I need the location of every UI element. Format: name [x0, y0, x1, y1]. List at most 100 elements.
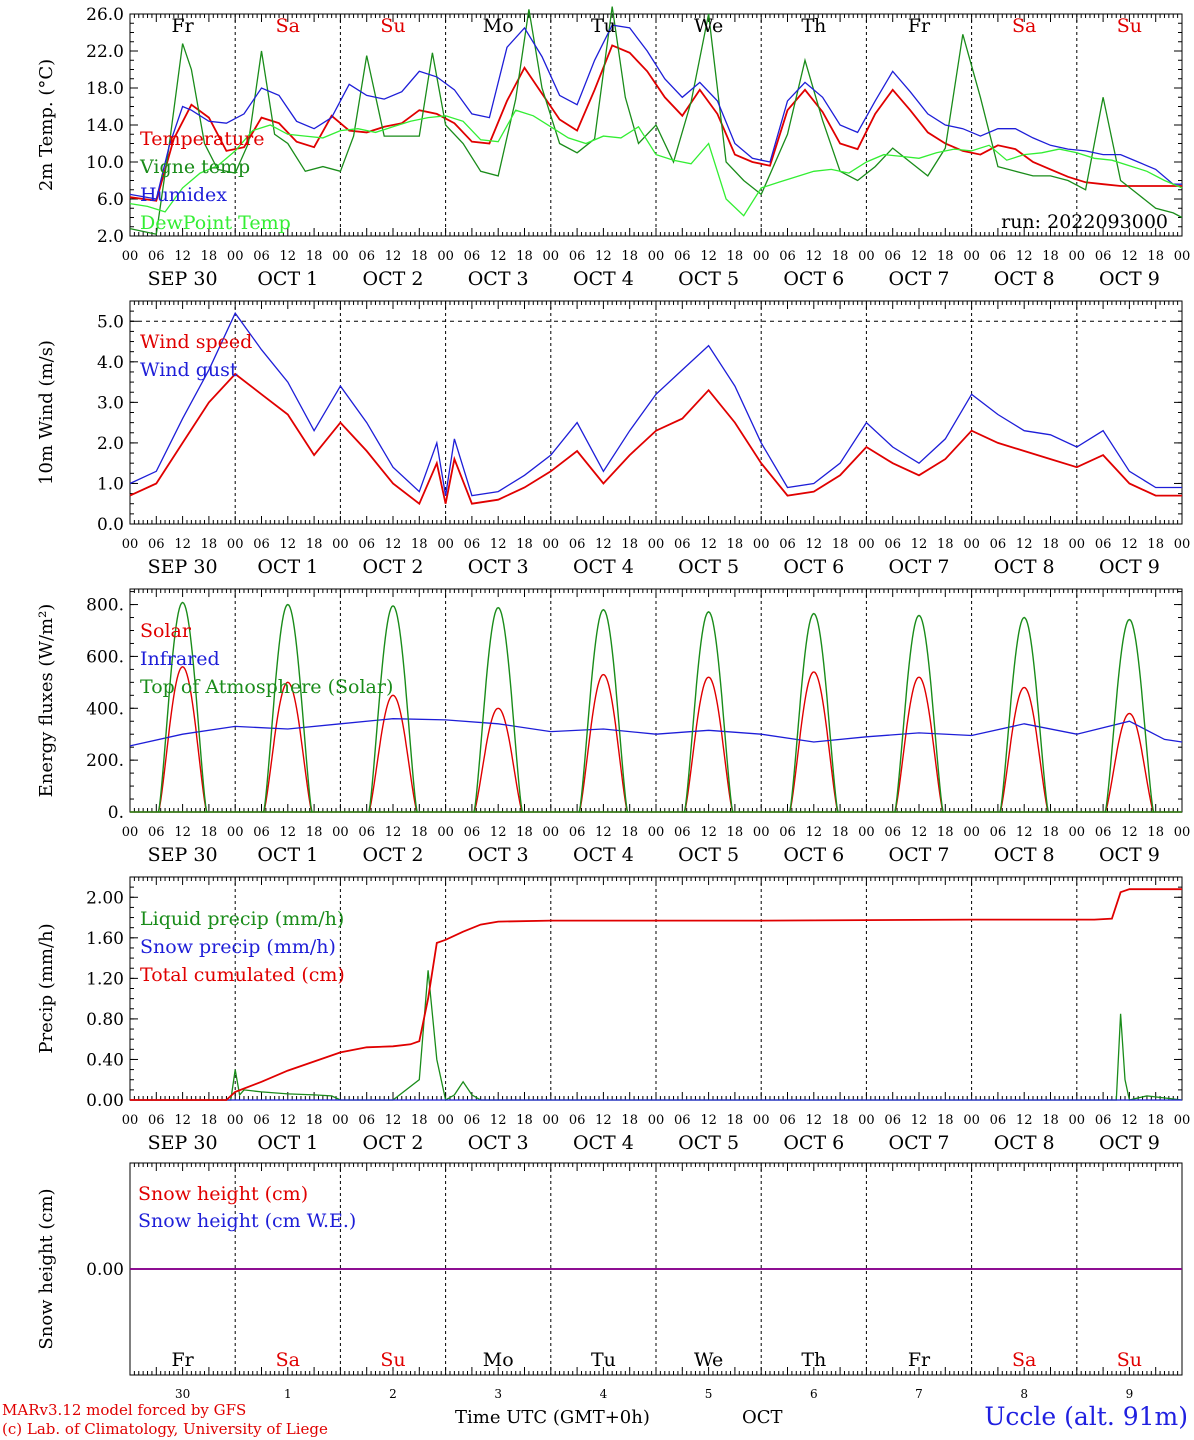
date-label: OCT 7	[889, 844, 950, 866]
series-lightgreen-line	[129, 109, 1183, 217]
hour-tick-label: 12	[280, 825, 297, 840]
hour-tick-label: 00	[437, 249, 454, 264]
hour-tick-label: 12	[1016, 1113, 1033, 1128]
hour-tick-label: 00	[122, 825, 139, 840]
hour-tick-label: 12	[806, 537, 823, 552]
day-number-label: 7	[915, 1387, 923, 1401]
date-label: SEP 30	[148, 844, 218, 866]
date-label: OCT 3	[468, 844, 529, 866]
hour-tick-label: 06	[1095, 537, 1112, 552]
series-green-day	[368, 605, 418, 813]
series-red-day	[894, 676, 944, 813]
day-of-week-label: Su	[1117, 15, 1142, 37]
hour-tick-label: 00	[332, 249, 349, 264]
date-label: OCT 5	[678, 268, 739, 290]
date-label: OCT 2	[363, 844, 424, 866]
day-number-label: 3	[494, 1387, 502, 1401]
legend-entry: Solar	[140, 620, 192, 642]
date-label: OCT 6	[783, 556, 844, 578]
legend-entry: DewPoint Temp	[140, 212, 291, 234]
series-green-line	[130, 970, 1183, 1102]
hour-tick-label: 18	[306, 249, 323, 264]
date-label: OCT 8	[994, 844, 1055, 866]
hour-tick-label: 06	[779, 1113, 796, 1128]
date-label: OCT 8	[994, 1132, 1055, 1154]
date-label: OCT 4	[573, 1132, 634, 1154]
hour-tick-label: 06	[569, 825, 586, 840]
hour-tick-label: 12	[490, 537, 507, 552]
hour-tick-label: 18	[411, 537, 428, 552]
y-tick-label: 0.80	[86, 1010, 124, 1030]
hour-tick-label: 12	[1121, 825, 1138, 840]
hour-tick-label: 06	[358, 825, 375, 840]
hour-tick-label: 06	[1095, 825, 1112, 840]
hour-tick-label: 06	[464, 249, 481, 264]
hour-tick-label: 00	[858, 1113, 875, 1128]
date-label: OCT 4	[573, 268, 634, 290]
date-label: OCT 8	[994, 268, 1055, 290]
series-green-day	[894, 614, 944, 813]
hour-tick-label: 00	[648, 1113, 665, 1128]
hour-tick-label: 12	[806, 249, 823, 264]
day-of-week-label: Mo	[483, 15, 514, 37]
date-label: SEP 30	[148, 1132, 218, 1154]
legend-entry: Wind speed	[140, 331, 252, 353]
y-tick-label: 26.0	[86, 5, 124, 25]
y-tick-label: 0.	[108, 803, 124, 823]
y-tick-label: 200.	[86, 751, 124, 771]
day-of-week-label: Th	[801, 1349, 826, 1371]
series-red-line	[129, 372, 1182, 506]
panel-frame-2	[129, 588, 1183, 813]
hour-tick-label: 06	[253, 1113, 270, 1128]
series-green-day	[683, 610, 734, 813]
hour-tick-label: 06	[884, 1113, 901, 1128]
hour-tick-label: 12	[385, 1113, 402, 1128]
hour-tick-label: 12	[385, 825, 402, 840]
hour-tick-label: 00	[1069, 537, 1086, 552]
series-red-line	[129, 44, 1182, 202]
hour-tick-label: 06	[990, 825, 1007, 840]
day-of-week-label: Fr	[908, 15, 931, 37]
date-label: OCT 5	[678, 556, 739, 578]
hour-tick-label: 12	[1016, 825, 1033, 840]
day-number-label: 5	[705, 1387, 713, 1401]
legend-entry: Humidex	[140, 184, 227, 206]
day-number-label: 8	[1020, 1387, 1028, 1401]
date-label: SEP 30	[148, 556, 218, 578]
series-blue-line	[129, 311, 1182, 497]
y-tick-label: 800.	[86, 596, 124, 616]
series-green-day	[578, 608, 629, 813]
date-label: OCT 2	[363, 556, 424, 578]
hour-tick-label: 12	[174, 825, 191, 840]
hour-tick-label: 12	[911, 249, 928, 264]
hour-tick-label: 00	[543, 249, 560, 264]
y-axis-label: Snow height (cm)	[36, 1188, 57, 1349]
hour-tick-label: 00	[227, 249, 244, 264]
hour-tick-label: 18	[727, 1113, 744, 1128]
series-blue-line	[129, 718, 1183, 747]
legend-entry: Infrared	[140, 648, 220, 670]
date-label: SEP 30	[148, 268, 218, 290]
hour-tick-label: 18	[1042, 825, 1059, 840]
date-label: OCT 7	[889, 268, 950, 290]
hour-tick-label: 06	[990, 249, 1007, 264]
hour-tick-label: 00	[543, 537, 560, 552]
date-label: OCT 1	[257, 1132, 318, 1154]
y-tick-label: 2.00	[86, 888, 124, 908]
hour-tick-label: 00	[543, 1113, 560, 1128]
hour-tick-label: 18	[1042, 537, 1059, 552]
day-of-week-label: Su	[1117, 1349, 1142, 1371]
hour-tick-label: 18	[201, 825, 218, 840]
day-of-week-label: We	[694, 1349, 723, 1371]
date-label: OCT 1	[257, 556, 318, 578]
hour-tick-label: 00	[648, 825, 665, 840]
hour-tick-label: 06	[148, 825, 165, 840]
series-green-day	[1104, 618, 1155, 813]
legend-entry: Snow height (cm)	[138, 1183, 308, 1205]
hour-tick-label: 06	[569, 249, 586, 264]
hour-tick-label: 00	[437, 1113, 454, 1128]
hour-tick-label: 00	[1174, 537, 1191, 552]
series-green-day	[263, 603, 313, 813]
hour-tick-label: 18	[937, 1113, 954, 1128]
hour-tick-label: 12	[700, 537, 717, 552]
